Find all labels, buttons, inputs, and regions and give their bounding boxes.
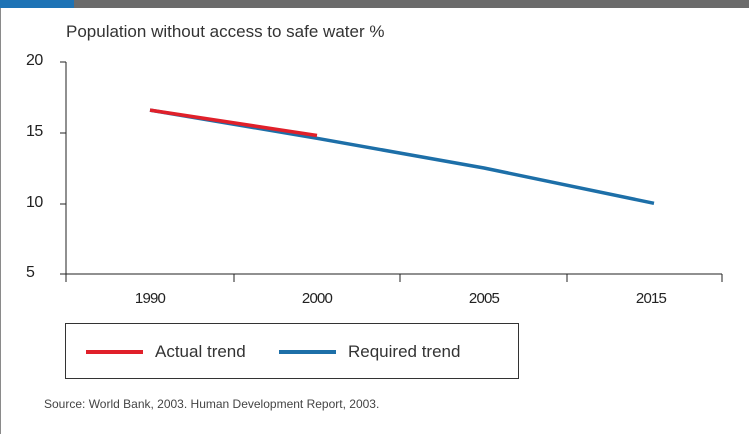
y-tick-label: 10 (26, 194, 43, 211)
legend-item-actual: Actual trend (86, 342, 246, 362)
series-line-required (149, 108, 655, 206)
y-tick-label: 20 (26, 52, 43, 69)
legend-label-actual: Actual trend (155, 342, 246, 361)
header-accent (0, 0, 74, 8)
x-tick-label: 1990 (134, 290, 166, 307)
source-note: Source: World Bank, 2003. Human Developm… (44, 397, 380, 411)
chart-title: Population without access to safe water … (66, 22, 385, 41)
legend-swatch-actual (86, 350, 143, 354)
legend-swatch-required (279, 350, 336, 354)
x-tick-label: 2015 (635, 290, 667, 307)
y-axis (60, 61, 67, 275)
y-tick-label: 5 (26, 264, 35, 281)
series-layer (149, 108, 655, 206)
legend-label-required: Required trend (348, 342, 461, 361)
legend-item-required: Required trend (279, 342, 460, 362)
x-tick-label: 2005 (468, 290, 500, 307)
legend: Actual trend Required trend (65, 323, 519, 379)
header-bar (0, 0, 749, 8)
series-line-actual (149, 108, 318, 138)
frame-border (0, 8, 1, 434)
x-tick-label: 2000 (301, 290, 333, 307)
x-axis (65, 273, 723, 282)
y-tick-label: 15 (26, 123, 43, 140)
